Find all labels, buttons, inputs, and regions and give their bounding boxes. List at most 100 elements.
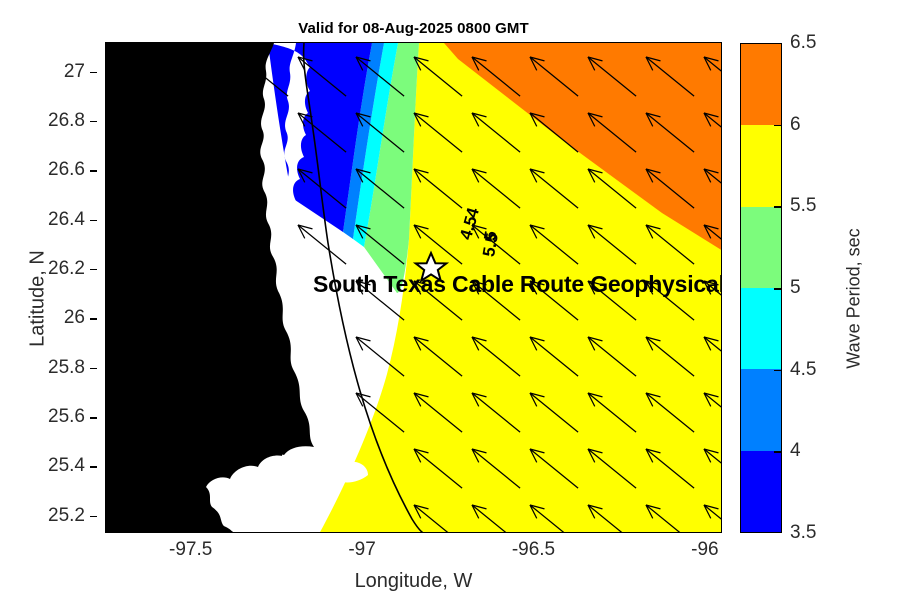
site-marker-star[interactable] xyxy=(412,250,450,283)
y-tick-label: 26.2 xyxy=(48,257,85,279)
x-tick-label: -97.5 xyxy=(169,539,213,560)
y-tick-mark xyxy=(90,417,97,419)
wave-direction-arrow xyxy=(355,56,405,97)
band-region-6-6.5 xyxy=(444,43,721,250)
colorbar-tick-label: 6 xyxy=(790,113,801,135)
wave-direction-arrow xyxy=(645,336,695,377)
y-tick-mark xyxy=(90,318,97,320)
map-canvas: 44.555.56 South Texas Cable Route Geophy… xyxy=(106,43,721,532)
y-tick-mark xyxy=(90,367,97,370)
colorbar-band-4.5-5 xyxy=(741,288,781,370)
wave-direction-arrow xyxy=(413,336,463,377)
wave-direction-arrow xyxy=(471,56,521,97)
wave-direction-arrow xyxy=(703,112,721,128)
wave-direction-arrow xyxy=(529,112,579,153)
wave-direction-arrow xyxy=(413,112,463,153)
wave-direction-arrow xyxy=(645,224,695,265)
wave-direction-arrow xyxy=(471,112,521,153)
wave-direction-arrow xyxy=(703,224,721,240)
wave-direction-arrow xyxy=(703,280,721,296)
wave-direction-arrow xyxy=(355,168,405,209)
y-tick-label: 25.6 xyxy=(48,406,85,428)
colorbar-tick-labels: 3.5 4 4.5 5 5.5 6 6.5 xyxy=(740,32,880,543)
wave-direction-arrow xyxy=(587,336,637,377)
wave-direction-arrow xyxy=(413,280,463,321)
wave-direction-arrow xyxy=(355,112,405,153)
wave-direction-arrow xyxy=(703,168,721,184)
wave-direction-arrow xyxy=(355,224,405,265)
coastline-inlet-fill xyxy=(106,43,314,532)
wave-direction-arrow xyxy=(413,448,463,489)
wave-direction-arrow xyxy=(645,56,695,97)
wave-direction-arrow xyxy=(703,448,721,464)
y-tick-label: 25.4 xyxy=(48,455,85,477)
colorbar-tick-label: 4.5 xyxy=(790,358,817,380)
wave-direction-arrow xyxy=(703,336,721,352)
colorbar-band-5-5.5 xyxy=(741,206,781,288)
wave-direction-arrow xyxy=(645,168,695,209)
colorbar-band-4-4.5 xyxy=(741,369,781,451)
wave-direction-arrow xyxy=(587,280,637,321)
colorbar-tick-mark xyxy=(774,369,782,372)
wave-direction-arrow xyxy=(529,224,579,265)
colorbar-title: Wave Period, sec xyxy=(843,228,864,369)
wave-direction-arrow xyxy=(703,504,721,520)
wave-direction-arrow xyxy=(529,504,565,532)
wave-direction-arrow xyxy=(587,168,637,209)
map-plot-area: 44.555.56 South Texas Cable Route Geophy… xyxy=(105,42,722,533)
y-tick-mark xyxy=(90,120,97,123)
contour-label-5.5: 5.5 xyxy=(479,231,502,259)
y-tick-label: 26.8 xyxy=(48,109,85,131)
wave-direction-arrow xyxy=(471,336,521,377)
y-tick-label: 26 xyxy=(63,307,85,329)
band-region-5-5.5 xyxy=(364,43,419,293)
band-region-4.5-5 xyxy=(353,43,398,247)
wave-direction-arrow xyxy=(297,168,347,209)
wave-direction-arrow xyxy=(645,504,681,532)
wave-direction-arrow xyxy=(297,112,347,153)
y-axis-tick-labels: 25.2 25.4 25.6 25.8 26 26.2 26.4 26.6 26.8 27 xyxy=(0,42,97,533)
wave-direction-arrow xyxy=(529,448,579,489)
map-graphics xyxy=(106,43,721,532)
site-label: South Texas Cable Route Geophysical xyxy=(313,271,721,297)
y-tick-label: 27 xyxy=(63,60,85,82)
wave-direction-arrow xyxy=(645,112,695,153)
colorbar-band-6-6.5 xyxy=(741,44,781,126)
wave-direction-arrow xyxy=(471,448,521,489)
colorbar[interactable] xyxy=(740,43,782,533)
wave-direction-arrow xyxy=(645,448,695,489)
wave-direction-arrow xyxy=(413,168,463,209)
y-tick-mark xyxy=(90,515,97,518)
x-tick-label: -96 xyxy=(691,539,719,560)
colorbar-tick-label: 5.5 xyxy=(790,195,817,217)
y-axis-title: Latitude, N xyxy=(26,250,49,347)
wave-direction-arrow xyxy=(529,280,579,321)
y-tick-mark xyxy=(90,268,97,271)
x-tick-label: -97 xyxy=(348,539,376,560)
colorbar-tick-label: 5 xyxy=(790,277,801,298)
wave-direction-arrow xyxy=(413,392,463,433)
wave-direction-arrow xyxy=(355,392,405,433)
band-region-4-4.5 xyxy=(343,43,384,239)
wave-direction-arrow xyxy=(529,336,579,377)
wave-direction-arrow xyxy=(413,504,449,532)
colorbar-tick-mark xyxy=(774,451,782,453)
wave-direction-arrow xyxy=(529,56,579,97)
wave-direction-arrow xyxy=(413,224,463,265)
wave-direction-arrow xyxy=(471,280,521,321)
wave-direction-arrow xyxy=(529,392,579,433)
wave-direction-arrow xyxy=(297,224,347,265)
y-tick-label: 26.6 xyxy=(48,159,85,181)
wave-direction-vector-field xyxy=(239,56,721,532)
x-axis-title: Longitude, W xyxy=(354,570,473,592)
chart-title: Valid for 08-Aug-2025 0800 GMT xyxy=(298,20,529,37)
y-tick-mark xyxy=(90,71,97,74)
x-axis-tick-labels: -97.5 -97 -96.5 -96 xyxy=(105,533,722,573)
y-tick-mark xyxy=(90,466,97,468)
wave-direction-arrow xyxy=(645,280,695,321)
y-tick-mark xyxy=(90,170,97,172)
wave-direction-arrow xyxy=(587,224,637,265)
colorbar-tick-label: 4 xyxy=(790,440,801,462)
y-tick-label: 25.8 xyxy=(48,356,85,378)
